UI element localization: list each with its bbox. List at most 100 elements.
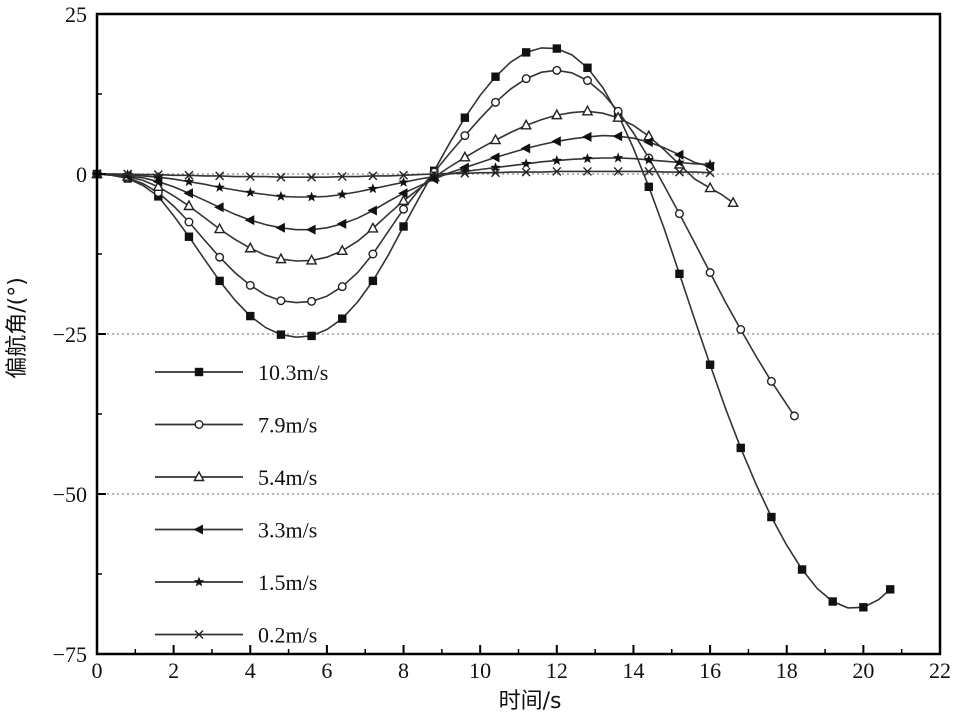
y-tick-label-4: −75 (53, 642, 87, 667)
series-1 (92, 65, 799, 421)
series-4-point-4 (153, 171, 164, 182)
series-2-point-20 (397, 194, 410, 206)
series-1-point-18 (368, 249, 378, 259)
series-5-point-40 (705, 168, 715, 178)
series-1-point-10 (245, 280, 255, 290)
series-0-point-48 (828, 597, 837, 606)
y-axis-label: 偏航角/(°) (5, 277, 30, 379)
series-3-point-10 (244, 215, 255, 226)
series-4-point-32 (582, 153, 593, 164)
series-0-point-16 (338, 314, 347, 323)
x-tick-label-4: 8 (398, 658, 409, 683)
series-2-point-32 (581, 104, 594, 116)
x-tick-label-9: 18 (776, 658, 798, 683)
series-1-point-28 (521, 74, 531, 84)
series-4-point-20 (398, 176, 409, 187)
series-3-point-16 (336, 218, 347, 229)
legend-marker-3 (193, 524, 203, 535)
series-1-point-6 (184, 217, 194, 227)
legend-entry-2: 5.4m/s (155, 465, 317, 490)
series-0-point-26 (491, 72, 500, 81)
series-layer (91, 44, 895, 612)
series-5-point-24 (460, 168, 470, 178)
legend-marker-2 (193, 470, 205, 482)
x-tick-label-1: 2 (168, 658, 179, 683)
series-0-point-8 (215, 276, 224, 286)
series-5-point-36 (644, 166, 654, 176)
legend-marker-4 (193, 576, 205, 587)
series-2-point-30 (551, 108, 563, 120)
axis-ticks (96, 13, 941, 655)
series-3-point-12 (275, 222, 285, 233)
series-5-point-2 (123, 169, 133, 179)
series-3-point-36 (643, 137, 653, 147)
series-5-point-16 (337, 172, 347, 182)
series-4-point-10 (245, 187, 256, 198)
legend-label-4: 1.5m/s (258, 570, 317, 595)
series-line-0 (96, 47, 891, 609)
series-4-point-40 (704, 158, 716, 169)
legend-entry-5: 0.2m/s (155, 623, 317, 648)
x-tick-label-11: 22 (929, 658, 951, 683)
series-line-1 (96, 69, 796, 417)
series-2-point-12 (275, 252, 287, 264)
series-1-point-42 (736, 325, 746, 335)
series-4-point-36 (643, 154, 655, 165)
series-2-point-4 (152, 180, 165, 192)
series-line-2 (96, 110, 734, 262)
series-1-point-38 (674, 209, 684, 219)
series-5-point-28 (521, 167, 531, 177)
series-3-point-28 (520, 143, 531, 154)
series-0-point-44 (767, 512, 776, 522)
series-2-point-6 (183, 199, 195, 211)
series-2-point-18 (367, 221, 379, 233)
legend-label-1: 7.9m/s (258, 413, 317, 438)
series-4-point-38 (674, 156, 685, 167)
series-1-point-30 (552, 65, 562, 75)
series-1-point-20 (399, 204, 409, 214)
series-0-point-38 (675, 269, 684, 279)
x-axis-label: 时间/s (499, 689, 562, 714)
series-5-point-8 (215, 171, 225, 181)
series-4-point-30 (551, 155, 563, 166)
series-0-point-24 (460, 113, 470, 122)
x-tick-label-0: 0 (92, 658, 103, 683)
series-1-point-14 (307, 296, 317, 306)
series-4-point-6 (183, 176, 195, 187)
series-2-point-34 (612, 111, 624, 122)
series-4-point-24 (459, 165, 471, 176)
series-2-point-14 (305, 253, 318, 265)
series-1-point-40 (705, 268, 715, 278)
series-4-point-34 (612, 152, 624, 163)
series-3-point-26 (490, 152, 500, 163)
series-0-point-32 (583, 63, 592, 72)
x-tick-label-6: 12 (546, 658, 568, 683)
series-5 (92, 166, 715, 182)
series-5-point-34 (613, 166, 623, 176)
legend: 10.3m/s 7.9m/s 5.4m/s 3.3m/s 1.5m/s 0.2m/s (155, 360, 328, 648)
y-tick-label-1: 0 (76, 162, 87, 187)
y-tick-label-0: 25 (65, 2, 87, 27)
series-0-point-30 (552, 44, 562, 53)
series-2-point-24 (459, 150, 471, 162)
tick-labels: 0 2 4 6 8 10 12 14 16 18 20 22 25 0 −25 −50 −75 (53, 2, 951, 683)
legend-entry-1: 7.9m/s (155, 413, 317, 438)
series-5-point-26 (491, 168, 501, 178)
y-tick-label-2: −25 (53, 322, 87, 347)
legend-marker-0 (194, 367, 204, 377)
series-0-point-36 (644, 182, 653, 191)
series-0-point-46 (797, 565, 807, 574)
series-1-point-44 (766, 376, 776, 386)
legend-marker-1 (194, 420, 204, 430)
series-4-point-28 (520, 158, 532, 169)
series-5-point-20 (399, 170, 409, 180)
series-1-point-16 (337, 282, 347, 292)
series-4-point-14 (306, 191, 317, 202)
series-4-point-8 (214, 181, 225, 192)
series-2-point-16 (336, 244, 349, 256)
series-5-point-22 (429, 169, 439, 179)
series-5-point-32 (582, 166, 592, 176)
series-1-point-12 (276, 296, 286, 306)
series-0-point-28 (521, 48, 531, 57)
